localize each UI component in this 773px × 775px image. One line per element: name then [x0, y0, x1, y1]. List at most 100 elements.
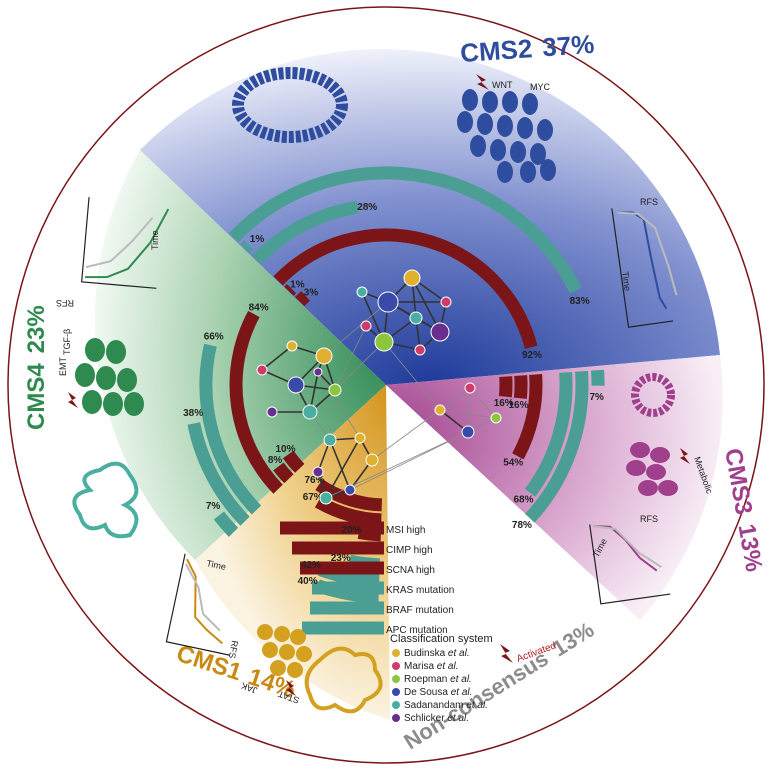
cms1-arc-1: [314, 496, 382, 527]
network-node: [323, 433, 337, 447]
network-edge: [469, 387, 497, 419]
cms3-arc-label-1: 16%: [508, 400, 528, 411]
cms2-arc-2: [273, 228, 538, 349]
cms1-arc-label-1: 67%: [303, 492, 323, 503]
ring-label-apc: APC mutation: [386, 625, 448, 636]
cms3-arc-2: [512, 374, 543, 460]
network-node: [360, 320, 372, 332]
cms1-cell-cluster: [257, 624, 312, 678]
ring-label-cimp: CIMP high: [386, 545, 433, 556]
cms4-km-plot: Time RFS: [56, 197, 170, 308]
cms1-arc-label-3: 23%: [331, 553, 351, 564]
svg-text:RFS: RFS: [640, 197, 658, 207]
ring-percent-labels: 3%1%92%28%1%83%16%16%54%68%78%7%76%67%20…: [183, 202, 604, 587]
cms4-pathway-tgfb: TGF-β: [62, 329, 72, 355]
network-node: [464, 382, 476, 394]
cms1-activated-bolt-icon: [286, 680, 296, 696]
classification-legend: Classification system Budinska et al. Mar…: [390, 633, 558, 724]
cms1-km-plot: Time RFS: [165, 553, 240, 659]
cms3-arc-3: [524, 371, 573, 497]
cms4-arc-4: [187, 422, 250, 526]
cms2-crypt-ring: [232, 67, 348, 143]
network-node: [440, 296, 452, 308]
cms2-cell-cluster: [457, 89, 556, 183]
legend-dot-4: [392, 701, 400, 709]
network-node: [313, 367, 323, 377]
svg-text:Time: Time: [150, 230, 160, 250]
network-node: [354, 432, 366, 444]
network-edge: [371, 409, 441, 461]
legend-dot-0: [392, 649, 400, 657]
svg-text:Time: Time: [206, 558, 227, 572]
network-node: [256, 364, 268, 376]
network-node: [490, 412, 502, 424]
cms4-arc-label-2: 84%: [249, 303, 269, 314]
legend-system-2: Roepman et al.: [404, 674, 472, 685]
cms4-arc-0: [282, 450, 305, 473]
cms4-activated-bolt-icon: [68, 392, 78, 408]
cms3-arc-5: [591, 369, 605, 386]
cms2-arc-label-2: 92%: [522, 350, 542, 361]
cms3-arc-label-3: 68%: [513, 495, 533, 506]
cms4-crypt-shape: [72, 461, 139, 539]
svg-text:RFS: RFS: [227, 640, 240, 659]
network-edge: [411, 277, 441, 333]
cms4-cell-cluster: [75, 338, 144, 416]
cms2-arc-5: [228, 166, 582, 294]
cms3-activated-bolt-icon: [680, 448, 690, 464]
network-node: [344, 484, 356, 496]
cms2-title: CMS2 37%: [459, 29, 595, 68]
cms1-arc-label-4: 42%: [301, 560, 321, 571]
cms2-pathway-wnt: WNT: [492, 80, 513, 90]
cms1-arc-label-2: 20%: [341, 525, 361, 536]
svg-text:Time: Time: [620, 271, 633, 292]
legend-dot-2: [392, 675, 400, 683]
cms2-arc-label-4: 1%: [250, 234, 265, 245]
cms3-arc-label-2: 54%: [503, 458, 523, 469]
cms4-arc-label-4: 38%: [183, 408, 203, 419]
network-edge: [383, 341, 441, 411]
legend-system-1: Marisa et al.: [404, 661, 458, 672]
network-edge: [334, 325, 367, 391]
cms1-arc-label-5: 40%: [298, 576, 318, 587]
network-edge: [317, 371, 361, 439]
network-edge: [323, 301, 389, 357]
network-edge: [467, 387, 471, 433]
cms3-cell-cluster: [626, 442, 678, 496]
network-node: [461, 425, 475, 439]
network-node: [434, 404, 446, 416]
cms1-crypt-shape: [304, 646, 383, 714]
cms1-arc-label-0: 76%: [304, 475, 324, 486]
classification-network: [256, 269, 502, 505]
cms2-arc-3: [251, 200, 359, 265]
cms4-title: CMS423%: [23, 305, 50, 430]
network-node: [377, 291, 399, 313]
cms4-arc-label-5: 7%: [206, 501, 221, 512]
cms4-pathway-emt: EMT: [58, 357, 68, 377]
network-node: [319, 491, 333, 505]
cms3-arc-0: [498, 376, 513, 398]
cms2-arc-label-5: 83%: [570, 296, 590, 307]
legend-system-0: Budinska et al.: [404, 648, 470, 659]
cms3-crypt-ring: [631, 373, 675, 417]
cms2-km-plot: RFS Time: [611, 197, 678, 328]
ring-label-kras: KRAS mutation: [386, 585, 454, 596]
legend-dot-5: [392, 714, 400, 722]
activated-bolt-icon: [476, 74, 489, 90]
ring-arcs: [187, 166, 605, 635]
cms4-arc-3: [199, 343, 262, 515]
network-node: [414, 344, 426, 356]
legend-system-5: Schlicker et al.: [404, 713, 469, 724]
ring-label-scna: SCNA high: [386, 565, 435, 576]
cms3-arc-label-4: 78%: [512, 520, 532, 531]
cms3-arc-1: [513, 375, 528, 399]
cms1-arc-0: [315, 479, 383, 512]
network-node: [403, 269, 421, 287]
cms4-arc-label-3: 66%: [204, 331, 224, 342]
ring-label-msi: MSI high: [386, 525, 425, 536]
network-edge: [439, 387, 471, 411]
ring-legend: MSI high CIMP high SCNA high KRAS mutati…: [386, 525, 454, 636]
cms4-arc-label-0: 10%: [275, 444, 295, 455]
network-node: [328, 383, 342, 397]
